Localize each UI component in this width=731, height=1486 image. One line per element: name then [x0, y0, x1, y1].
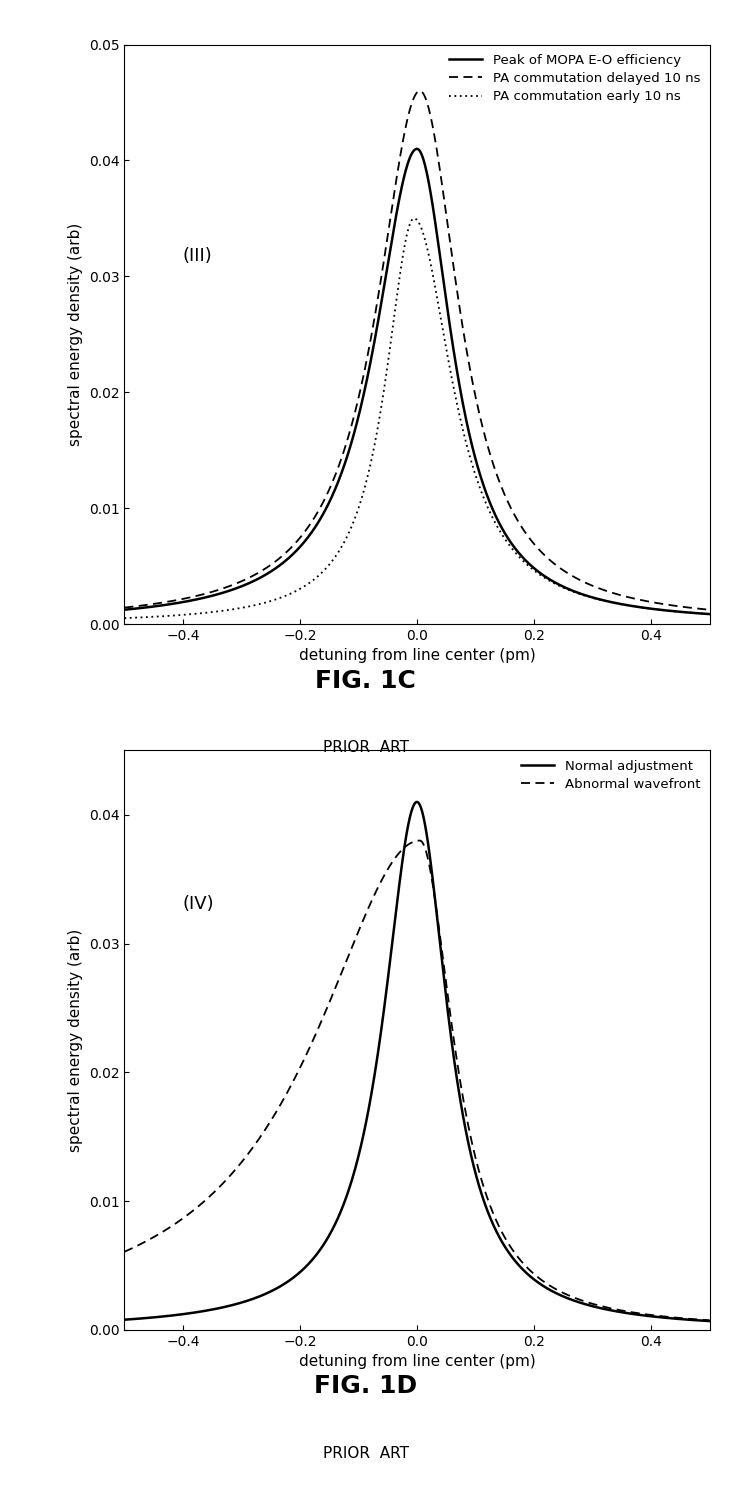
Text: (IV): (IV) [183, 895, 214, 914]
Text: (III): (III) [183, 247, 213, 266]
Text: FIG. 1D: FIG. 1D [314, 1375, 417, 1398]
Text: FIG. 1C: FIG. 1C [315, 669, 416, 692]
Text: PRIOR  ART: PRIOR ART [322, 1446, 409, 1461]
Y-axis label: spectral energy density (arb): spectral energy density (arb) [68, 223, 83, 446]
Text: PRIOR  ART: PRIOR ART [322, 740, 409, 755]
X-axis label: detuning from line center (pm): detuning from line center (pm) [298, 648, 535, 663]
Legend: Normal adjustment, Abnormal wavefront: Normal adjustment, Abnormal wavefront [515, 755, 705, 796]
Y-axis label: spectral energy density (arb): spectral energy density (arb) [68, 929, 83, 1152]
X-axis label: detuning from line center (pm): detuning from line center (pm) [298, 1354, 535, 1369]
Legend: Peak of MOPA E-O efficiency, PA commutation delayed 10 ns, PA commutation early : Peak of MOPA E-O efficiency, PA commutat… [444, 49, 705, 108]
